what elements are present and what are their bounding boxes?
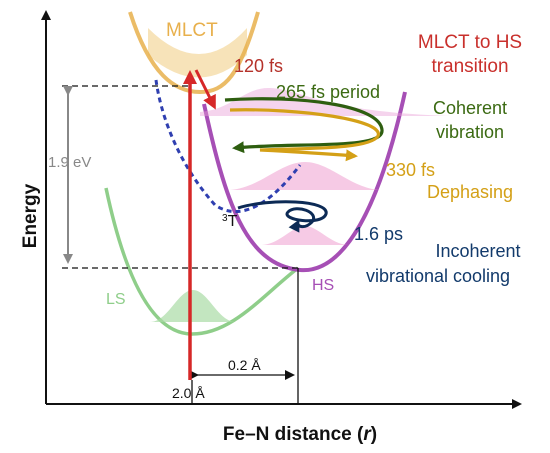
- time-120fs: 120 fs: [234, 56, 283, 76]
- time-265fs-period: 265 fs period: [276, 82, 380, 102]
- dephasing-path: [229, 108, 380, 162]
- coherent-title-line1: Coherent: [433, 98, 507, 118]
- hs-wavepacket-cooling: [262, 226, 348, 245]
- incoherent-title-line2: vibrational cooling: [366, 266, 510, 286]
- mlct-curve: [128, 11, 260, 95]
- time-330fs: 330 fs: [386, 160, 435, 180]
- mlct-well-fill: [148, 28, 247, 78]
- incoherent-cooling-path: [237, 200, 328, 233]
- triplet-curve: [154, 79, 302, 214]
- y-axis-label: Energy: [20, 183, 41, 248]
- energy-gap-label: 1.9 eV: [48, 154, 91, 171]
- hs-curve: [202, 91, 407, 273]
- incoherent-title-line1: Incoherent: [435, 241, 520, 261]
- triplet-label: 3T: [222, 213, 238, 231]
- bond-ls-label: 2.0 Å: [172, 385, 205, 401]
- coherent-vibration-path: [224, 97, 384, 154]
- ls-label: LS: [106, 291, 126, 308]
- coherent-title-line2: vibration: [436, 122, 504, 142]
- mlct-label: MLCT: [166, 20, 218, 41]
- bond-change-label: 0.2 Å: [228, 357, 261, 373]
- mlct-to-hs-arrow: [194, 69, 216, 110]
- hs-label: HS: [312, 277, 334, 294]
- time-1-6ps: 1.6 ps: [354, 224, 403, 244]
- x-axis-label: Fe–N distance (r): [223, 424, 377, 445]
- ls-curve: [104, 187, 300, 336]
- dephasing-title: Dephasing: [427, 182, 513, 202]
- ls-wavepacket: [150, 290, 236, 322]
- hs-wavepacket-dephasing: [230, 162, 380, 190]
- mlct-to-hs-title-line2: transition: [431, 56, 508, 77]
- mlct-to-hs-title-line1: MLCT to HS: [418, 32, 522, 53]
